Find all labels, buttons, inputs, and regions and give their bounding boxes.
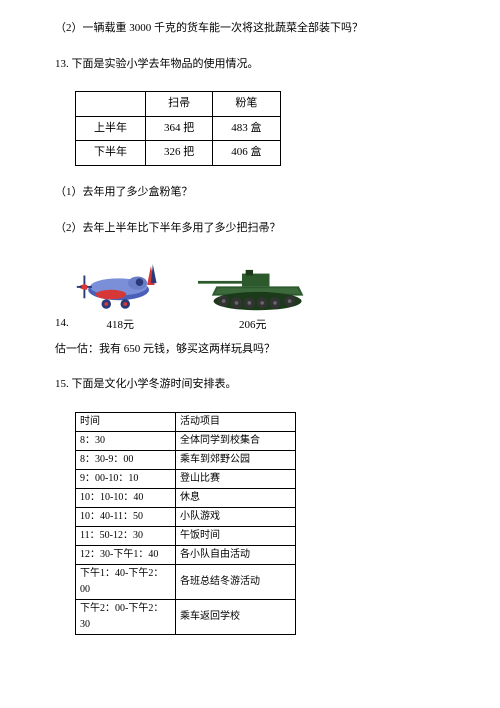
t2r1c0: 8：30 bbox=[76, 431, 176, 450]
h-chalk: 粉笔 bbox=[213, 92, 280, 117]
tank-block: 206元 bbox=[198, 267, 308, 335]
q13-part2: （2）去年上半年比下半年多用了多少把扫帚？ bbox=[55, 220, 450, 238]
r1c2: 364 把 bbox=[146, 116, 213, 141]
t2r6c0: 11：50-12：30 bbox=[76, 526, 176, 545]
r1c3: 483 盒 bbox=[213, 116, 280, 141]
plane-block: 418元 bbox=[73, 255, 168, 335]
q13-part1: （1）去年用了多少盒粉笔？ bbox=[55, 184, 450, 202]
t2r8c0: 下午1：40-下午2：00 bbox=[76, 564, 176, 599]
t2r9c1: 乘车返回学校 bbox=[176, 599, 296, 634]
t2r6c1: 午饭时间 bbox=[176, 526, 296, 545]
r2c1: 下半年 bbox=[76, 141, 146, 166]
r2c2: 326 把 bbox=[146, 141, 213, 166]
q14-number: 14. bbox=[55, 315, 69, 335]
t2r2c0: 8：30-9：00 bbox=[76, 450, 176, 469]
t2r9c0: 下午2：00-下午2：30 bbox=[76, 599, 176, 634]
h-broom: 扫帚 bbox=[146, 92, 213, 117]
t2r1c1: 全体同学到校集合 bbox=[176, 431, 296, 450]
t2r5c1: 小队游戏 bbox=[176, 507, 296, 526]
tank-icon bbox=[198, 267, 308, 315]
t2r0c1: 活动项目 bbox=[176, 412, 296, 431]
t2r3c0: 9：00-10：10 bbox=[76, 469, 176, 488]
q14-images: 14. 418元 bbox=[55, 255, 450, 335]
t2r0c0: 时间 bbox=[76, 412, 176, 431]
t2r3c1: 登山比赛 bbox=[176, 469, 296, 488]
h-blank bbox=[76, 92, 146, 117]
plane-price: 418元 bbox=[107, 317, 135, 335]
t2r4c1: 休息 bbox=[176, 488, 296, 507]
usage-table: 扫帚 粉笔 上半年 364 把 483 盒 下半年 326 把 406 盒 bbox=[75, 91, 281, 166]
schedule-table: 时间活动项目 8：30全体同学到校集合 8：30-9：00乘车到郊野公园 9：0… bbox=[75, 412, 296, 635]
t2r4c0: 10：10-10：40 bbox=[76, 488, 176, 507]
q14-text: 估一估：我有 650 元钱，够买这两样玩具吗？ bbox=[55, 341, 450, 359]
r2c3: 406 盒 bbox=[213, 141, 280, 166]
t2r2c1: 乘车到郊野公园 bbox=[176, 450, 296, 469]
r1c1: 上半年 bbox=[76, 116, 146, 141]
t2r7c1: 各小队自由活动 bbox=[176, 545, 296, 564]
t2r5c0: 10：40-11：50 bbox=[76, 507, 176, 526]
t2r8c1: 各班总结冬游活动 bbox=[176, 564, 296, 599]
q13-intro: 13. 下面是实验小学去年物品的使用情况。 bbox=[55, 56, 450, 74]
q15-intro: 15. 下面是文化小学冬游时间安排表。 bbox=[55, 376, 450, 394]
plane-icon bbox=[73, 255, 168, 315]
tank-price: 206元 bbox=[239, 317, 267, 335]
t2r7c0: 12：30-下午1：40 bbox=[76, 545, 176, 564]
q12-part2: （2）一辆载重 3000 千克的货车能一次将这批蔬菜全部装下吗？ bbox=[55, 20, 450, 38]
